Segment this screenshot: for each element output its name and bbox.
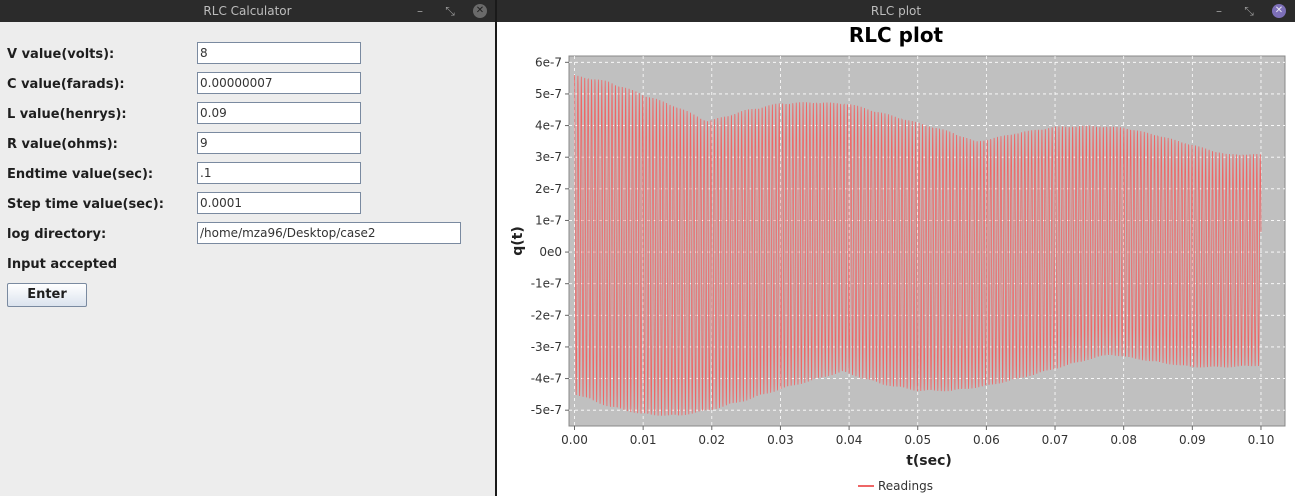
y-tick-label: -2e-7 [531, 308, 562, 322]
plot-window-title: RLC plot [870, 4, 922, 18]
y-tick-label: 6e-7 [535, 55, 562, 69]
endtime-value-input[interactable]: .1 [197, 162, 361, 184]
c-value-label: C value(farads): [7, 77, 125, 92]
x-tick-label: 0.06 [973, 433, 1000, 447]
y-tick-label: -3e-7 [531, 340, 562, 354]
rlc-calculator-window: RLC Calculator – ⤡ ✕ V value(volts): 8 C… [0, 0, 495, 496]
x-tick-label: 0.09 [1179, 433, 1206, 447]
chart-title: RLC plot [848, 23, 944, 47]
endtime-value-label: Endtime value(sec): [7, 167, 154, 182]
x-tick-label: 0.01 [630, 433, 657, 447]
y-tick-label: 2e-7 [535, 182, 562, 196]
y-tick-label: 1e-7 [535, 213, 562, 227]
restore-icon[interactable]: ⤡ [445, 4, 455, 18]
step-time-value-input[interactable]: 0.0001 [197, 192, 361, 214]
x-tick-label: 0.03 [767, 433, 794, 447]
close-icon[interactable]: ✕ [473, 4, 487, 18]
y-tick-label: -1e-7 [531, 277, 562, 291]
l-value-label: L value(henrys): [7, 107, 127, 122]
r-value-input[interactable]: 9 [197, 132, 361, 154]
r-value-label: R value(ohms): [7, 137, 118, 152]
x-axis: 0.00 0.01 0.02 0.03 0.04 0.05 0.06 0.07 0.08 0.09… [561, 426, 1274, 447]
legend-label: Readings [878, 479, 933, 493]
x-axis-label: t(sec) [906, 453, 952, 469]
l-value-input[interactable]: 0.09 [197, 102, 361, 124]
status-message: Input accepted [7, 257, 118, 272]
v-value-input[interactable]: 8 [197, 42, 361, 64]
y-tick-label: 5e-7 [535, 87, 562, 101]
plot-titlebar: RLC plot – ⤡ ✕ [497, 0, 1295, 22]
v-value-label: V value(volts): [7, 47, 115, 62]
x-tick-label: 0.00 [561, 433, 588, 447]
y-tick-label: 3e-7 [535, 150, 562, 164]
y-axis-label: q(t) [510, 226, 526, 256]
readings-line [574, 74, 1262, 416]
log-directory-label: log directory: [7, 227, 107, 242]
x-tick-label: 0.02 [698, 433, 725, 447]
y-tick-label: -5e-7 [531, 403, 562, 417]
x-tick-label: 0.10 [1248, 433, 1275, 447]
y-tick-label: -4e-7 [531, 372, 562, 386]
minimize-icon[interactable]: – [417, 4, 423, 18]
y-tick-label: 4e-7 [535, 119, 562, 133]
enter-button[interactable]: Enter [7, 283, 87, 307]
c-value-input[interactable]: 0.00000007 [197, 72, 361, 94]
rlc-plot-window: RLC plot – ⤡ ✕ RLC plot 0.00 0.01 0.02 0.03… [497, 0, 1295, 496]
restore-icon[interactable]: ⤡ [1244, 4, 1254, 18]
step-time-value-label: Step time value(sec): [7, 197, 164, 212]
log-directory-input[interactable]: /home/mza96/Desktop/case2 [197, 222, 461, 244]
minimize-icon[interactable]: – [1216, 4, 1222, 18]
y-axis: 6e-7 5e-7 4e-7 3e-7 2e-7 1e-7 0e0 -1e-7 -2e-7 -3e… [531, 55, 569, 417]
rlc-chart: 0.00 0.01 0.02 0.03 0.04 0.05 0.06 0.07 0.08 0.09… [510, 55, 1286, 493]
y-tick-label: 0e0 [539, 245, 562, 259]
x-tick-label: 0.08 [1110, 433, 1137, 447]
x-tick-label: 0.05 [904, 433, 931, 447]
calculator-window-title: RLC Calculator [203, 4, 292, 18]
close-icon[interactable]: ✕ [1272, 4, 1286, 18]
x-tick-label: 0.04 [836, 433, 863, 447]
x-tick-label: 0.07 [1042, 433, 1069, 447]
readings-series [574, 74, 1262, 416]
calculator-titlebar: RLC Calculator – ⤡ ✕ [0, 0, 495, 22]
